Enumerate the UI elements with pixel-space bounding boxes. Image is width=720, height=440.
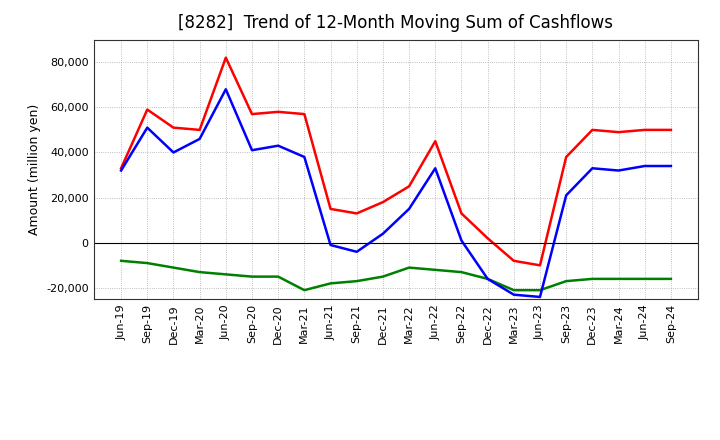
Line: Operating Cashflow: Operating Cashflow	[121, 58, 671, 265]
Free Cashflow	[326, 242, 335, 248]
Free Cashflow	[248, 147, 256, 153]
Investing Cashflow	[667, 276, 675, 282]
Operating Cashflow	[248, 111, 256, 117]
Free Cashflow	[117, 168, 125, 173]
Investing Cashflow	[143, 260, 152, 266]
Operating Cashflow	[379, 199, 387, 205]
Operating Cashflow	[640, 127, 649, 132]
Title: [8282]  Trend of 12-Month Moving Sum of Cashflows: [8282] Trend of 12-Month Moving Sum of C…	[179, 15, 613, 33]
Investing Cashflow	[222, 272, 230, 277]
Free Cashflow	[222, 87, 230, 92]
Operating Cashflow	[143, 107, 152, 112]
Free Cashflow	[143, 125, 152, 130]
Operating Cashflow	[405, 183, 413, 189]
Y-axis label: Amount (million yen): Amount (million yen)	[27, 104, 40, 235]
Operating Cashflow	[117, 165, 125, 171]
Operating Cashflow	[352, 211, 361, 216]
Free Cashflow	[510, 292, 518, 297]
Free Cashflow	[536, 294, 544, 300]
Investing Cashflow	[588, 276, 597, 282]
Free Cashflow	[274, 143, 282, 148]
Operating Cashflow	[222, 55, 230, 60]
Free Cashflow	[405, 206, 413, 212]
Line: Free Cashflow: Free Cashflow	[121, 89, 671, 297]
Investing Cashflow	[614, 276, 623, 282]
Investing Cashflow	[117, 258, 125, 264]
Free Cashflow	[483, 276, 492, 282]
Operating Cashflow	[300, 111, 309, 117]
Investing Cashflow	[274, 274, 282, 279]
Free Cashflow	[300, 154, 309, 160]
Investing Cashflow	[457, 269, 466, 275]
Operating Cashflow	[169, 125, 178, 130]
Operating Cashflow	[510, 258, 518, 264]
Free Cashflow	[562, 193, 570, 198]
Operating Cashflow	[614, 129, 623, 135]
Free Cashflow	[379, 231, 387, 236]
Investing Cashflow	[431, 267, 440, 272]
Investing Cashflow	[248, 274, 256, 279]
Free Cashflow	[195, 136, 204, 142]
Investing Cashflow	[326, 281, 335, 286]
Investing Cashflow	[300, 287, 309, 293]
Investing Cashflow	[379, 274, 387, 279]
Operating Cashflow	[667, 127, 675, 132]
Operating Cashflow	[274, 109, 282, 114]
Operating Cashflow	[195, 127, 204, 132]
Investing Cashflow	[510, 287, 518, 293]
Free Cashflow	[431, 165, 440, 171]
Operating Cashflow	[457, 211, 466, 216]
Investing Cashflow	[169, 265, 178, 270]
Operating Cashflow	[588, 127, 597, 132]
Free Cashflow	[169, 150, 178, 155]
Investing Cashflow	[536, 287, 544, 293]
Investing Cashflow	[562, 279, 570, 284]
Operating Cashflow	[431, 139, 440, 144]
Investing Cashflow	[640, 276, 649, 282]
Investing Cashflow	[483, 276, 492, 282]
Investing Cashflow	[405, 265, 413, 270]
Free Cashflow	[614, 168, 623, 173]
Operating Cashflow	[536, 263, 544, 268]
Line: Investing Cashflow: Investing Cashflow	[121, 261, 671, 290]
Free Cashflow	[640, 163, 649, 169]
Operating Cashflow	[562, 154, 570, 160]
Free Cashflow	[588, 165, 597, 171]
Free Cashflow	[457, 238, 466, 243]
Investing Cashflow	[352, 279, 361, 284]
Investing Cashflow	[195, 269, 204, 275]
Operating Cashflow	[483, 235, 492, 241]
Free Cashflow	[352, 249, 361, 254]
Operating Cashflow	[326, 206, 335, 212]
Free Cashflow	[667, 163, 675, 169]
